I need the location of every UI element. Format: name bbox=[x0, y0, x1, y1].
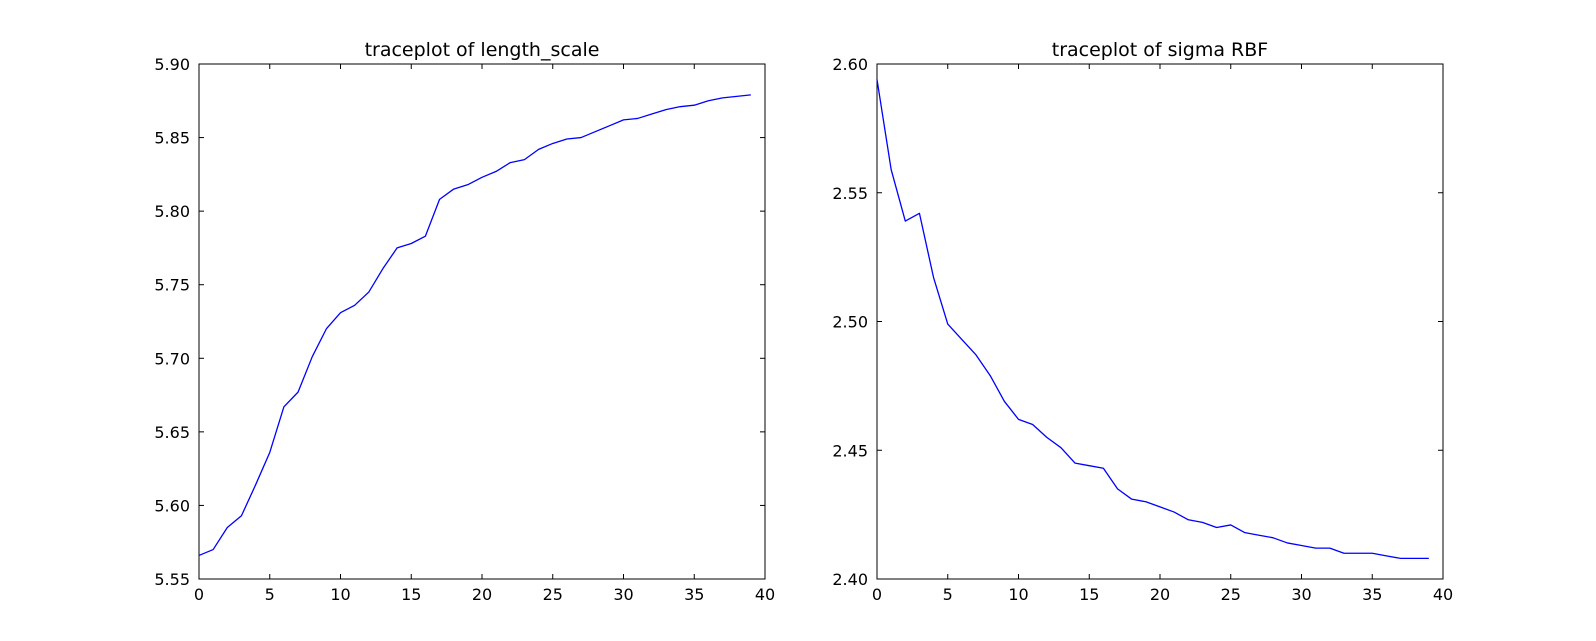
x-tick-label: 15 bbox=[1079, 585, 1099, 604]
y-tick-label: 5.90 bbox=[154, 55, 190, 74]
y-tick-label: 2.45 bbox=[832, 441, 868, 460]
y-tick-label: 5.55 bbox=[154, 570, 190, 589]
x-tick-label: 20 bbox=[1150, 585, 1170, 604]
plot-frame bbox=[198, 63, 766, 580]
x-tick-label: 30 bbox=[1291, 585, 1311, 604]
plot-frame bbox=[876, 63, 1444, 580]
series-line bbox=[198, 94, 751, 557]
y-tick-label: 2.55 bbox=[832, 184, 868, 203]
y-tick-label: 2.50 bbox=[832, 313, 868, 332]
y-tick-label: 5.80 bbox=[154, 202, 190, 221]
x-tick-label: 10 bbox=[1008, 585, 1028, 604]
y-tick-label: 5.65 bbox=[154, 423, 190, 442]
chart-title: traceplot of sigma RBF bbox=[1052, 39, 1268, 61]
x-tick-label: 40 bbox=[755, 585, 775, 604]
x-tick-label: 5 bbox=[265, 585, 275, 604]
x-tick-label: 5 bbox=[943, 585, 953, 604]
x-tick-label: 35 bbox=[684, 585, 704, 604]
x-tick-label: 40 bbox=[1433, 585, 1453, 604]
y-tick-label: 2.60 bbox=[832, 55, 868, 74]
x-tick-label: 0 bbox=[872, 585, 882, 604]
chart-title: traceplot of length_scale bbox=[365, 39, 600, 61]
y-tick-label: 5.85 bbox=[154, 129, 190, 148]
y-tick-label: 2.40 bbox=[832, 570, 868, 589]
x-tick-label: 35 bbox=[1362, 585, 1382, 604]
x-tick-label: 15 bbox=[401, 585, 421, 604]
x-tick-label: 10 bbox=[330, 585, 350, 604]
y-tick-label: 5.70 bbox=[154, 349, 190, 368]
y-tick-label: 5.75 bbox=[154, 276, 190, 295]
chart-length-scale: traceplot of length_scale 0 5 10 15 20 25 30 35… bbox=[154, 39, 775, 604]
x-tick-label: 20 bbox=[472, 585, 492, 604]
y-tick-label: 5.60 bbox=[154, 496, 190, 515]
chart-sigma-rbf: traceplot of sigma RBF 0 5 10 15 20 25 30 35 40 2… bbox=[832, 39, 1453, 604]
series-line bbox=[876, 79, 1429, 560]
x-tick-label: 25 bbox=[1221, 585, 1241, 604]
x-tick-label: 25 bbox=[543, 585, 563, 604]
x-tick-label: 30 bbox=[613, 585, 633, 604]
x-tick-label: 0 bbox=[194, 585, 204, 604]
